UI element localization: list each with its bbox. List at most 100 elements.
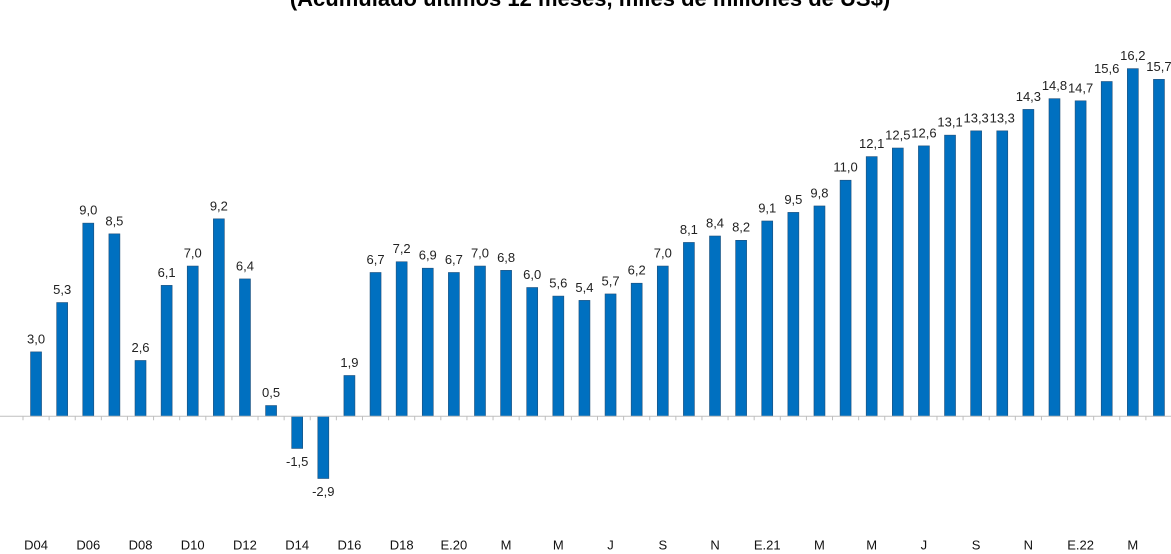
bar [1100,81,1113,417]
bar [918,145,930,417]
bar [317,415,330,479]
value-label: 6,7 [366,252,384,267]
value-label: 6,2 [628,263,646,278]
bar [735,240,747,417]
bar [996,130,1009,417]
value-label: 7,2 [393,241,411,256]
bar [500,270,512,417]
value-label: 12,6 [911,125,936,140]
bar [552,295,565,417]
bar [578,300,591,417]
value-label: 8,2 [732,220,750,235]
bar [1153,79,1165,417]
x-tick-label: M [553,537,564,552]
x-tick-label: D04 [24,537,48,552]
x-tick-label: J [607,537,614,552]
value-label: 6,0 [523,267,541,282]
bar [186,265,199,417]
bar [160,285,173,417]
value-label: 14,8 [1042,78,1067,93]
x-tick-label: S [972,537,981,552]
value-label: 6,4 [236,258,254,273]
value-label: 16,2 [1120,48,1145,63]
value-label: 5,6 [549,276,567,291]
x-tick-label: M [501,537,512,552]
value-label: 6,8 [497,250,515,265]
x-tick-label: D16 [337,537,361,552]
value-label: 5,4 [575,280,593,295]
bar [709,235,721,417]
value-label: 9,5 [784,192,802,207]
bar [239,278,251,417]
value-label: 5,7 [602,273,620,288]
bar [30,351,42,417]
bar [604,293,617,417]
bar [1022,109,1035,417]
value-label: 6,9 [419,248,437,263]
value-label: 3,0 [27,331,45,346]
value-label: 15,7 [1146,59,1171,74]
bar [265,405,277,417]
x-tick-label: D06 [76,537,100,552]
value-label: 14,7 [1068,80,1093,95]
bar [839,179,852,417]
bar [1048,98,1061,417]
bar [421,267,434,417]
value-label: -1,5 [286,454,308,469]
bar [369,272,382,417]
value-label: 9,0 [79,203,97,218]
value-label: 11,0 [833,160,857,175]
x-tick-label: E.22 [1067,537,1094,552]
value-label: 1,9 [340,355,358,370]
bar [944,134,956,417]
value-label: 13,1 [937,115,962,130]
value-label: 13,3 [990,110,1015,125]
value-label: 7,0 [184,245,202,260]
chart-title: (Acumulado últimos 12 meses, miles de mi… [290,0,890,11]
bar [865,156,878,417]
bar [56,302,68,417]
value-label: 6,1 [158,265,176,280]
value-label: 6,7 [445,252,463,267]
bar [1074,100,1087,417]
bar [813,205,826,417]
x-tick-label: D10 [181,537,205,552]
value-label: 8,5 [105,213,123,228]
x-tick-label: D12 [233,537,257,552]
value-label: -2,9 [312,484,334,499]
bar [787,212,800,417]
value-label: 12,5 [885,127,910,142]
bar [526,287,539,417]
x-tick-label: J [921,537,928,552]
value-label: 15,6 [1094,61,1119,76]
x-tick-label: E.20 [441,537,468,552]
bar [108,233,121,417]
bar [474,265,486,417]
value-label: 5,3 [53,282,71,297]
bar [1127,68,1139,417]
bar [970,130,982,417]
value-label: 7,0 [471,245,489,260]
value-label: 13,3 [963,110,988,125]
x-tick-label: S [658,537,667,552]
value-label: 2,6 [131,340,149,355]
x-tick-label: N [1024,537,1033,552]
bar [656,265,669,417]
x-tick-label: D08 [129,537,153,552]
bar [761,220,774,417]
x-tick-label: M [1127,537,1138,552]
x-tick-label: N [710,537,719,552]
value-label: 7,0 [654,245,672,260]
value-label: 8,4 [706,215,724,230]
bar [134,360,147,417]
value-label: 9,2 [210,198,228,213]
x-tick-label: D14 [285,537,309,552]
bar [683,242,695,417]
x-tick-label: M [814,537,825,552]
x-tick-label: M [866,537,877,552]
bar [343,375,356,417]
value-label: 12,1 [859,136,884,151]
value-label: 8,1 [680,222,698,237]
bar [395,261,408,417]
value-label: 14,3 [1016,89,1041,104]
